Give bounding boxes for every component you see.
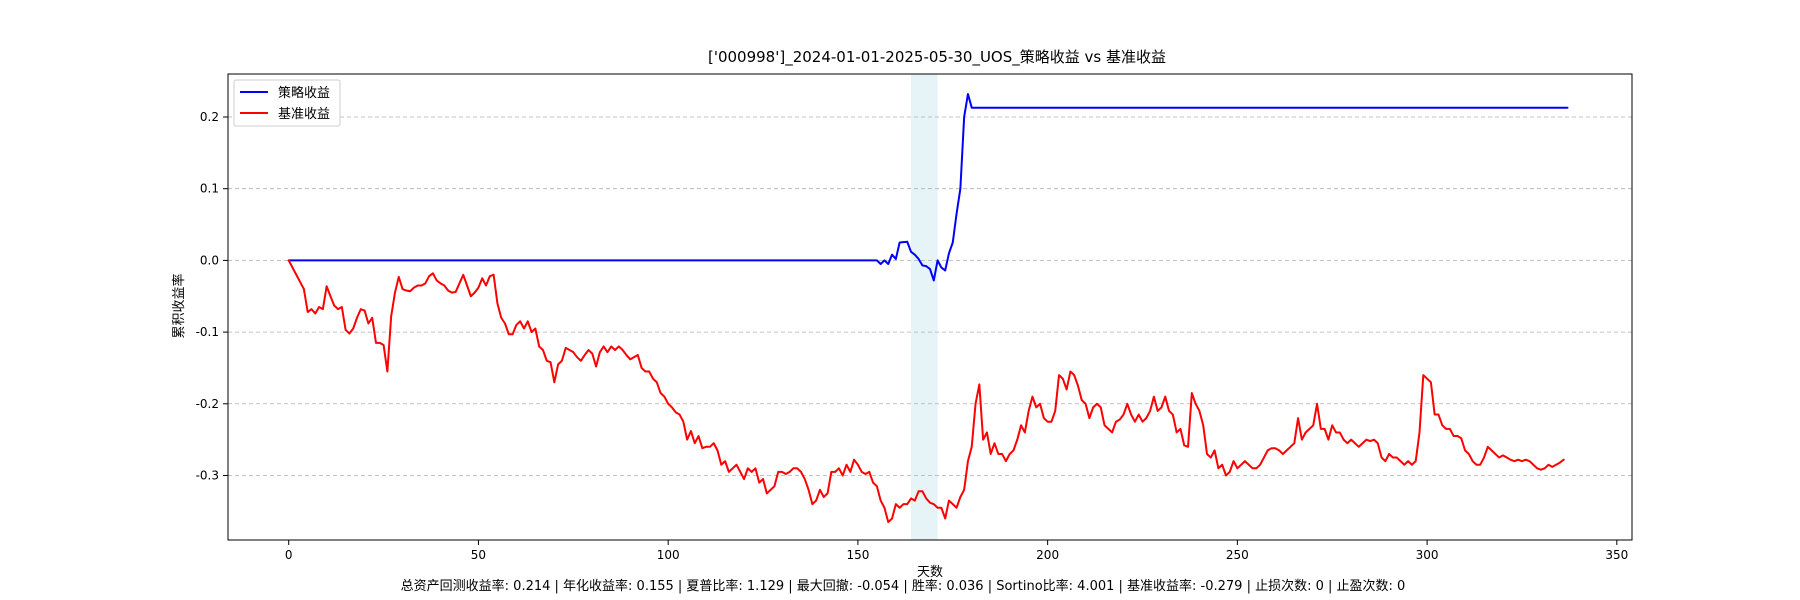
y-axis-title: 累积收益率 (171, 273, 187, 338)
x-axis: 0 50 100 150 200 250 300 350 (285, 540, 1628, 562)
legend-label-benchmark: 基准收益 (278, 107, 330, 122)
x-tick-label: 200 (1036, 548, 1059, 562)
chart-title: ['000998']_2024-01-01-2025-05-30_UOS_策略收… (708, 48, 1166, 67)
y-tick-label: -0.3 (196, 468, 219, 482)
y-axis: 0.2 0.1 0.0 -0.1 -0.2 -0.3 (196, 110, 228, 482)
legend-label-strategy: 策略收益 (278, 85, 330, 101)
y-tick-label: 0.1 (200, 182, 219, 196)
highlight-layer (911, 74, 938, 540)
x-tick-label: 100 (657, 548, 680, 562)
legend: 策略收益 基准收益 (233, 79, 341, 127)
plot-area (227, 73, 1633, 541)
plot-background (228, 74, 1632, 540)
x-tick-label: 350 (1605, 548, 1628, 562)
x-tick-label: 50 (471, 548, 486, 562)
grid-layer (228, 116, 1632, 476)
x-axis-title: 天数 (917, 565, 943, 580)
y-tick-label: -0.1 (196, 325, 219, 339)
x-tick-label: 250 (1226, 548, 1249, 562)
y-tick-label: -0.2 (196, 397, 219, 411)
benchmark-line (287, 259, 1565, 524)
series-layer (287, 93, 1569, 524)
x-tick-label: 300 (1416, 548, 1439, 562)
y-tick-label: 0.2 (200, 110, 219, 124)
highlight-span (911, 74, 938, 540)
strategy-line (287, 93, 1569, 282)
x-tick-label: 0 (285, 548, 293, 562)
x-tick-label: 150 (846, 548, 869, 562)
plot-frame (227, 73, 1633, 541)
footer-metrics: 总资产回测收益率: 0.214 | 年化收益率: 0.155 | 夏普比率: 1… (401, 578, 1406, 594)
y-tick-label: 0.0 (200, 253, 219, 267)
